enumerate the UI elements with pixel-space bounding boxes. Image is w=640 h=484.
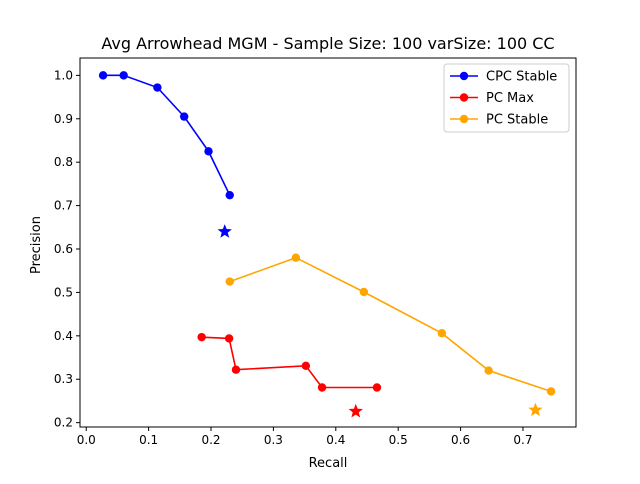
- series-line-pc-max: [201, 336, 377, 389]
- star-marker-pc-stable: [528, 402, 543, 417]
- data-point-cpc-stable: [98, 71, 108, 80]
- data-point-pc-stable: [225, 277, 234, 286]
- y-tick-label: 0.4: [54, 329, 73, 343]
- legend-box: [443, 63, 570, 133]
- x-tick-label: 0.4: [326, 433, 345, 447]
- plot-area: 0.0 0.1 0.2 0.3 0.4 0.5 0.6 0.7 0.2 0.3 0.4 0.5 0.6 0…: [54, 57, 577, 447]
- y-tick-label: 0.9: [54, 112, 73, 126]
- y-tick-label: 0.3: [54, 372, 73, 386]
- legend-label-pc-max: PC Max: [486, 91, 534, 106]
- series-line-pc-stable: [229, 256, 552, 393]
- legend-label-cpc-stable: CPC Stable: [486, 70, 557, 85]
- x-tick-label: 0.6: [451, 433, 470, 447]
- data-point-cpc-stable: [225, 190, 234, 200]
- data-point-pc-max: [197, 332, 206, 342]
- x-tick-label: 0.2: [201, 433, 220, 447]
- star-marker-cpc-stable: [217, 224, 232, 238]
- y-tick-label: 0.8: [54, 155, 73, 169]
- axes-frame: [79, 57, 577, 428]
- data-point-pc-stable: [546, 387, 556, 396]
- data-point-cpc-stable: [119, 71, 128, 80]
- x-tick-label: 0.0: [77, 433, 96, 447]
- x-tick-label: 0.5: [389, 433, 408, 447]
- legend: CPC Stable PC Max PC Stable: [443, 63, 570, 133]
- legend-marker-pc-max: [459, 93, 469, 102]
- x-axis-label: Recall: [309, 456, 348, 471]
- y-tick-label: 1.0: [54, 68, 73, 82]
- data-point-pc-stable: [291, 253, 301, 262]
- x-tick-label: 0.3: [264, 433, 283, 447]
- data-point-pc-stable: [437, 329, 447, 338]
- chart-title: Avg Arrowhead MGM - Sample Size: 100 var…: [101, 34, 554, 53]
- legend-marker-pc-stable: [459, 114, 469, 124]
- y-tick-label: 0.2: [54, 416, 73, 430]
- data-point-pc-max: [231, 365, 241, 374]
- data-point-pc-stable: [359, 287, 369, 297]
- star-marker-pc-max: [348, 403, 363, 418]
- data-point-cpc-stable: [153, 83, 162, 92]
- x-tick-label: 0.7: [513, 433, 532, 447]
- y-tick-label: 0.5: [54, 285, 73, 299]
- data-point-pc-max: [224, 334, 234, 343]
- data-point-pc-stable: [484, 366, 493, 375]
- y-tick-label: 0.6: [54, 242, 73, 256]
- data-point-pc-max: [317, 383, 327, 392]
- data-point-pc-max: [372, 383, 382, 392]
- legend-label-pc-stable: PC Stable: [486, 113, 548, 128]
- y-tick-label: 0.7: [54, 199, 73, 213]
- y-axis-label: Precision: [29, 216, 44, 274]
- x-tick-label: 0.1: [139, 433, 158, 447]
- data-point-cpc-stable: [179, 112, 189, 121]
- legend-marker-cpc-stable: [459, 71, 469, 81]
- data-point-pc-max: [301, 361, 311, 370]
- data-point-cpc-stable: [204, 147, 213, 156]
